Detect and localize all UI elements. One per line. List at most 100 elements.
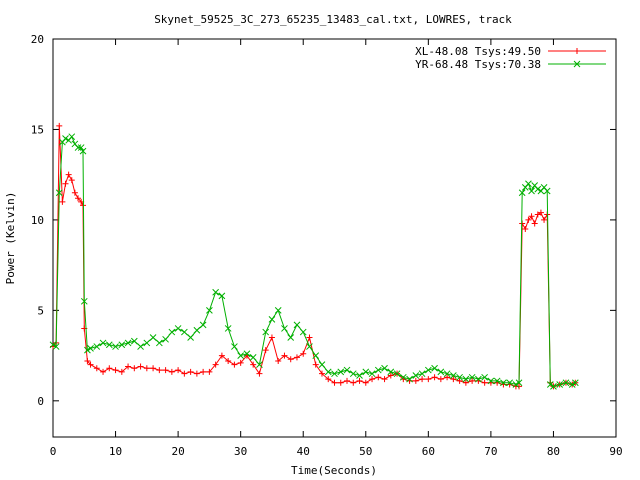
data-point	[318, 361, 326, 368]
data-point	[381, 364, 388, 372]
data-point	[534, 211, 541, 218]
y-tick-label: 5	[37, 304, 44, 317]
data-point	[293, 354, 300, 361]
x-tick-label: 80	[547, 445, 560, 458]
data-point	[437, 376, 444, 383]
data-point	[155, 339, 163, 347]
data-point	[105, 341, 113, 349]
data-point	[212, 288, 219, 296]
data-point	[306, 334, 313, 341]
data-point	[56, 122, 63, 129]
data-point	[156, 367, 163, 374]
data-point	[231, 361, 238, 368]
y-tick-label: 20	[31, 33, 44, 46]
x-axis-label: Time(Seconds)	[291, 464, 377, 477]
data-point	[406, 375, 413, 383]
data-point	[515, 379, 523, 387]
data-point	[425, 376, 432, 383]
data-point	[356, 372, 363, 379]
data-point	[162, 335, 169, 343]
data-point	[375, 374, 382, 381]
data-point	[518, 189, 526, 197]
data-point	[84, 358, 91, 365]
data-point	[325, 376, 332, 383]
data-point	[206, 368, 213, 375]
series-line	[52, 125, 576, 387]
data-point	[106, 365, 113, 372]
data-point	[262, 347, 269, 354]
data-point	[275, 358, 282, 365]
y-axis-label: Power (Kelvin)	[4, 192, 17, 285]
data-point	[475, 375, 482, 383]
data-point	[450, 376, 457, 383]
data-point	[349, 370, 357, 378]
data-point	[68, 177, 75, 184]
data-point	[87, 345, 94, 352]
data-point	[500, 379, 507, 387]
x-tick-label: 90	[609, 445, 622, 458]
data-point	[571, 379, 579, 387]
data-point	[487, 377, 495, 385]
data-point	[174, 325, 182, 332]
data-point	[468, 373, 476, 381]
data-point	[268, 334, 275, 341]
data-point	[419, 376, 426, 383]
data-point	[200, 368, 207, 375]
data-point	[556, 381, 564, 388]
y-tick-label: 10	[31, 214, 44, 227]
data-point	[131, 365, 138, 372]
x-tick-label: 30	[234, 445, 247, 458]
data-point	[52, 343, 60, 350]
data-point	[93, 343, 101, 350]
data-point	[193, 370, 200, 377]
data-point	[256, 361, 263, 368]
x-tick-label: 10	[109, 445, 122, 458]
data-point	[525, 216, 532, 223]
data-point	[68, 133, 76, 141]
series-2	[49, 133, 579, 390]
data-point	[369, 376, 376, 383]
data-point	[444, 374, 451, 381]
y-tick-label: 15	[31, 123, 44, 136]
data-point	[100, 368, 107, 375]
data-point	[462, 379, 469, 386]
data-point	[125, 363, 132, 370]
data-point	[462, 375, 470, 383]
data-point	[181, 328, 188, 336]
data-point	[231, 343, 238, 350]
data-point	[79, 147, 87, 155]
x-tick-label: 40	[297, 445, 310, 458]
data-point	[218, 352, 225, 359]
data-point	[187, 334, 194, 341]
series-1	[50, 122, 579, 390]
data-point	[168, 368, 175, 375]
data-point	[199, 321, 207, 329]
data-point	[312, 361, 319, 368]
data-point	[55, 189, 63, 197]
data-point	[93, 365, 100, 372]
data-point	[300, 350, 307, 357]
data-point	[506, 379, 514, 387]
data-point	[399, 373, 407, 381]
data-point	[312, 352, 320, 359]
data-point	[77, 144, 85, 151]
data-point	[87, 361, 94, 368]
series-line	[52, 135, 576, 387]
legend-swatch-marker	[573, 60, 581, 68]
data-point	[306, 343, 313, 350]
data-point	[418, 370, 426, 378]
data-point	[130, 337, 138, 345]
data-point	[112, 367, 119, 374]
data-point	[150, 365, 157, 372]
y-tick-label: 0	[37, 395, 44, 408]
data-point	[324, 368, 332, 376]
plot-frame	[52, 38, 617, 438]
data-point	[318, 370, 325, 377]
x-tick-label: 60	[422, 445, 435, 458]
data-point	[71, 189, 78, 196]
data-point	[537, 209, 544, 216]
data-point	[344, 377, 351, 384]
data-point	[337, 379, 344, 386]
